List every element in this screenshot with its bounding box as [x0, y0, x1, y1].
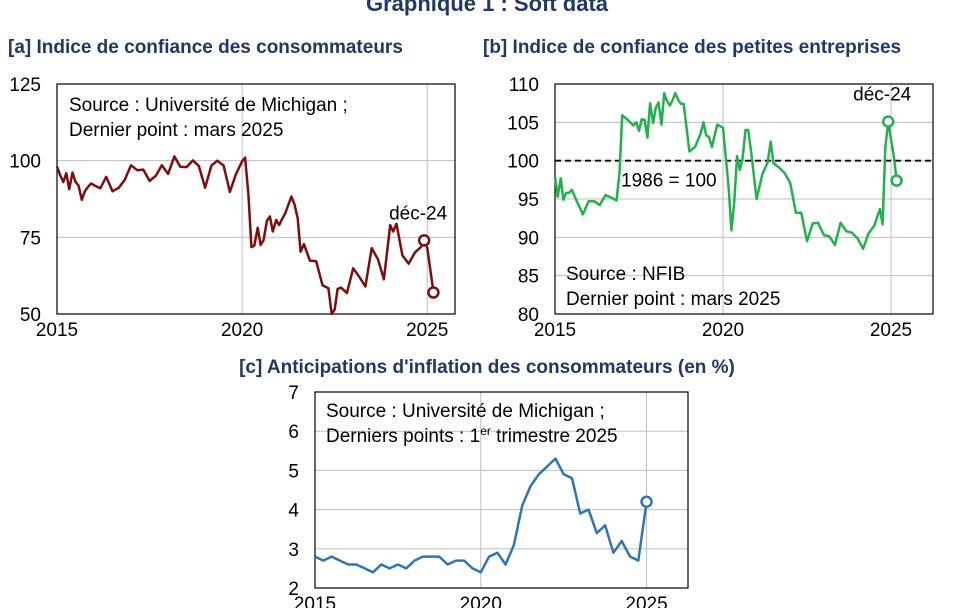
chart-a-xtick-1: 2020 [221, 320, 263, 341]
chart-c-xtick-2: 2025 [625, 594, 667, 608]
chart-a-ytick-1: 75 [20, 228, 41, 249]
chart-a-last-point: Dernier point : mars 2025 [69, 120, 283, 141]
chart-b-series-line [553, 91, 898, 251]
chart-b-xtick-1: 2020 [702, 320, 744, 341]
chart-a-ytick-3: 125 [9, 75, 41, 96]
chart-b-annotation-label: déc-24 [853, 85, 912, 106]
chart-b-annotation-marker [881, 115, 895, 128]
chart-c-ytick-2: 4 [288, 501, 299, 522]
chart-a-frame [56, 83, 456, 315]
main-title: Graphique 1 : Soft data [365, 0, 609, 16]
chart-c-ytick-0: 2 [288, 579, 299, 600]
chart-c-end-marker [640, 495, 653, 509]
chart-b-ytick-6: 110 [509, 75, 539, 96]
chart-a-ytick-2: 100 [9, 152, 41, 173]
chart-c-ytick-3: 5 [288, 461, 299, 482]
chart-b-frame [554, 83, 934, 315]
chart-b-ytick-1: 85 [518, 267, 539, 288]
chart-b-ytick-5: 105 [507, 113, 539, 134]
chart-c-ytick-5: 7 [288, 383, 299, 404]
chart-b-end-marker [890, 174, 903, 187]
chart-b-xtick-2: 2025 [870, 320, 912, 341]
chart-c-last-point: Derniers points : 1er trimestre 2025 [326, 424, 618, 447]
chart-c-series-line [314, 457, 648, 574]
chart-b-source: Source : NFIB [566, 264, 685, 285]
chart-b-ytick-0: 80 [518, 305, 539, 326]
chart-a-end-marker [427, 286, 440, 299]
chart-a-annotation-label: déc-24 [389, 203, 448, 224]
chart-c-source: Source : Université de Michigan ; [326, 401, 605, 422]
chart-a-series-line [55, 155, 435, 316]
chart-b-last-point: Dernier point : mars 2025 [566, 289, 780, 310]
chart-b-ytick-2: 90 [518, 228, 539, 249]
panel-c-title: [c] Anticipations d'inflation des consom… [239, 357, 735, 378]
chart-c-xtick-0: 2015 [294, 594, 336, 608]
chart-b-ytick-4: 100 [507, 152, 539, 173]
chart-c-ytick-4: 6 [288, 422, 299, 443]
chart-a-ytick-0: 50 [20, 305, 41, 326]
chart-b-xtick-0: 2015 [534, 320, 576, 341]
chart-a-source: Source : Université de Michigan ; [69, 95, 348, 116]
chart-b-reference-label: 1986 = 100 [621, 171, 717, 192]
panel-a-title: [a] Indice de confiance des consommateur… [8, 37, 403, 58]
chart-a-xtick-0: 2015 [36, 320, 78, 341]
chart-c-xtick-1: 2020 [460, 594, 502, 608]
chart-c-ytick-1: 3 [288, 540, 299, 561]
chart-a-xtick-2: 2025 [406, 320, 448, 341]
chart-b-ytick-3: 95 [518, 190, 539, 211]
chart-a-annotation-marker [417, 234, 431, 247]
chart-c-frame [314, 391, 689, 589]
panel-b-title: [b] Indice de confiance des petites entr… [483, 37, 902, 58]
